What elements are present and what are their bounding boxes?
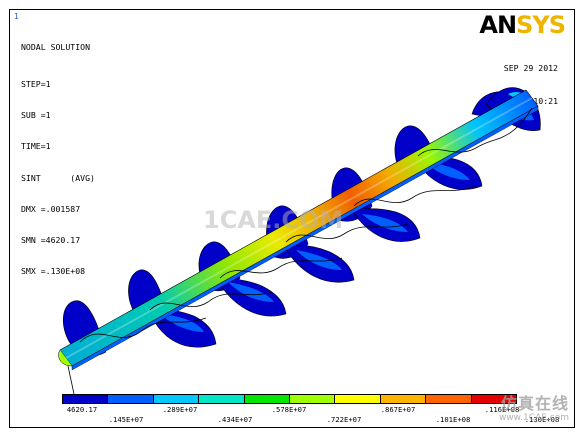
timestamp: SEP 29 2012 14:10:21 <box>504 41 558 129</box>
legend-color-swatch <box>153 395 200 403</box>
solution-title: NODAL SOLUTION <box>21 41 91 52</box>
smn-value: SMN =4620.17 <box>21 235 81 246</box>
legend-color-swatch <box>290 395 336 403</box>
helix-edges <box>79 107 533 343</box>
legend-color-swatch <box>244 395 291 403</box>
legend-label: .578E+07 <box>271 405 307 414</box>
contour-legend: 4620.17 .289E+07 .578E+07 .867E+07 .116E… <box>62 394 560 427</box>
time-label: TIME=1 <box>21 141 51 152</box>
model-plot[interactable] <box>10 10 575 428</box>
solution-info: NODAL SOLUTION STEP=1 SUB =1 TIME=1 SINT… <box>21 21 95 298</box>
legend-color-swatch <box>199 395 245 403</box>
legend-labels-bottom: .145E+07 .434E+07 .722E+07 .101E+08 .130… <box>62 415 560 425</box>
substep-label: SUB =1 <box>21 110 51 121</box>
legend-labels-top: 4620.17 .289E+07 .578E+07 .867E+07 .116E… <box>62 405 520 415</box>
legend-label: .145E+07 <box>108 415 144 424</box>
legend-color-swatch <box>471 395 517 403</box>
legend-label: 4620.17 <box>66 405 98 414</box>
graphics-window[interactable]: 1 NODAL SOLUTION STEP=1 SUB =1 TIME=1 SI… <box>9 9 575 428</box>
result-item-label: SINT (AVG) <box>21 172 95 183</box>
legend-color-swatch <box>335 395 381 403</box>
date-label: SEP 29 2012 <box>503 63 558 73</box>
legend-label: .101E+08 <box>435 415 471 424</box>
legend-color-swatch <box>426 395 472 403</box>
legend-label: .434E+07 <box>217 415 253 424</box>
legend-color-swatch <box>380 395 427 403</box>
auger-shaft <box>58 89 539 395</box>
logo-suffix: SYS <box>516 11 566 39</box>
legend-color-swatch <box>63 395 109 403</box>
ansys-logo: AN SYS <box>479 10 566 40</box>
step-label: STEP=1 <box>21 79 51 90</box>
legend-label: .289E+07 <box>162 405 198 414</box>
logo-prefix: AN <box>479 11 517 39</box>
legend-label: .130E+08 <box>524 415 560 424</box>
legend-label: .722E+07 <box>326 415 362 424</box>
smx-value: SMX =.130E+08 <box>21 266 86 277</box>
legend-color-swatch <box>108 395 154 403</box>
time-of-day-label: 14:10:21 <box>518 96 558 106</box>
legend-color-bar <box>62 394 517 404</box>
window-number: 1 <box>14 12 19 21</box>
dmx-value: DMX =.001587 <box>21 203 81 214</box>
legend-label: .867E+07 <box>380 405 416 414</box>
legend-label: .116E+08 <box>484 405 520 414</box>
